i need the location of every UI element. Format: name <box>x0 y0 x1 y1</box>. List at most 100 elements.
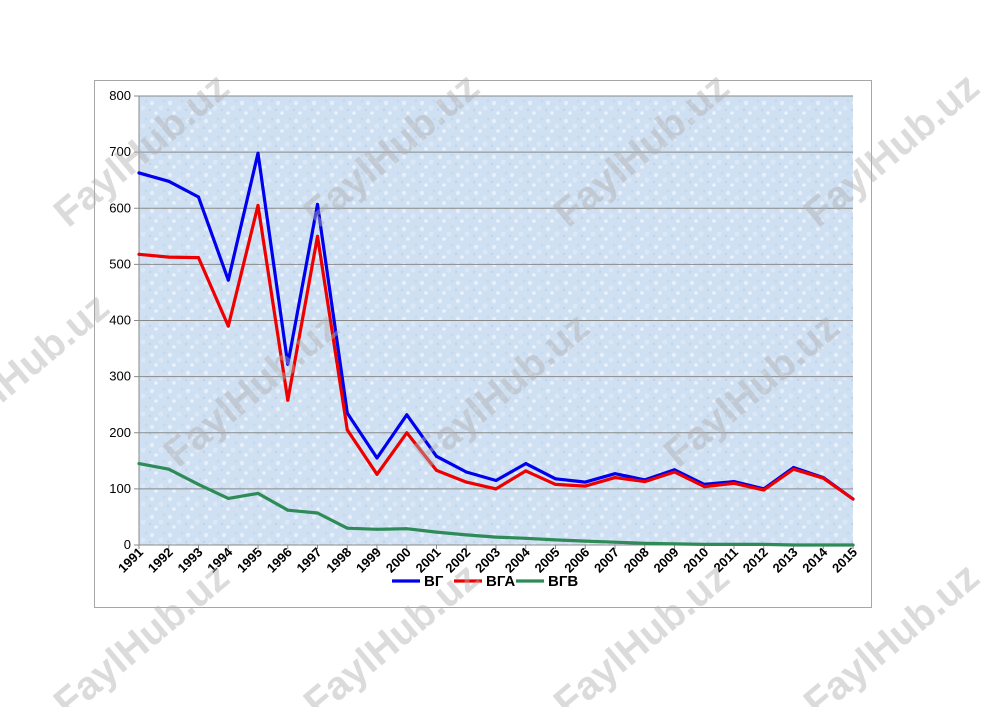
x-tick-label: 2009 <box>651 545 682 576</box>
x-tick-label: 1992 <box>145 545 176 576</box>
data-point <box>167 255 171 259</box>
y-tick-label: 400 <box>109 313 131 328</box>
x-tick-label: 2014 <box>799 544 831 576</box>
legend-item: ВГ <box>392 573 444 590</box>
data-point <box>554 477 557 481</box>
x-tick-label: 2002 <box>442 545 473 576</box>
data-point <box>673 470 676 474</box>
data-point <box>821 543 825 547</box>
x-tick-label: 2000 <box>383 545 414 576</box>
data-point <box>524 469 528 473</box>
data-point <box>167 467 171 471</box>
x-tick-label: 1995 <box>234 545 265 576</box>
data-point <box>762 542 766 546</box>
data-point <box>256 151 260 155</box>
data-point <box>613 476 617 480</box>
data-point <box>226 496 230 500</box>
data-point <box>375 472 379 476</box>
legend-label: ВГА <box>486 573 515 590</box>
y-tick-label: 300 <box>109 369 131 384</box>
data-point <box>732 481 736 485</box>
data-point <box>583 484 587 488</box>
data-point <box>316 202 319 206</box>
data-point <box>673 468 676 472</box>
data-point <box>137 171 141 175</box>
data-point <box>435 530 438 534</box>
x-tick-label: 2004 <box>502 544 534 576</box>
data-point <box>583 480 587 484</box>
x-tick-label: 2003 <box>472 545 503 576</box>
series-2 <box>137 203 855 501</box>
x-tick-label: 2006 <box>561 545 592 576</box>
data-point <box>702 485 706 489</box>
x-tick-label: 2001 <box>413 545 444 576</box>
data-point <box>405 413 409 417</box>
data-point <box>316 511 319 515</box>
legend: ВГ ВГА ВГВ <box>392 573 578 590</box>
y-tick-label: 0 <box>124 537 131 552</box>
data-point <box>494 487 498 491</box>
data-point <box>494 535 498 539</box>
data-point <box>256 203 260 207</box>
y-tick-label: 600 <box>109 200 131 215</box>
data-point <box>167 179 171 183</box>
data-point <box>345 411 349 415</box>
x-tick-label: 2010 <box>680 545 711 576</box>
data-point <box>435 454 438 458</box>
data-point <box>256 491 260 495</box>
y-tick-label: 800 <box>109 88 131 103</box>
data-point <box>643 480 647 484</box>
data-point <box>762 488 766 492</box>
data-point <box>851 497 855 501</box>
data-point <box>375 456 379 460</box>
data-point <box>732 542 736 546</box>
data-point <box>673 542 676 546</box>
data-point <box>405 431 409 435</box>
legend-item: ВГА <box>454 573 515 590</box>
data-point <box>197 195 200 199</box>
data-point <box>851 543 855 547</box>
legend-label: ВГВ <box>548 573 578 590</box>
y-tick-label: 100 <box>109 481 131 496</box>
data-point <box>583 539 587 543</box>
data-point <box>464 480 468 484</box>
x-tick-label: 2011 <box>711 545 742 576</box>
x-tick-label: 2012 <box>740 545 771 576</box>
data-point <box>197 482 200 486</box>
x-tick-label: 2005 <box>532 545 563 576</box>
y-tick-label: 700 <box>109 144 131 159</box>
data-point <box>286 398 290 402</box>
data-point <box>494 478 498 482</box>
data-point <box>286 362 290 366</box>
data-point <box>435 468 438 472</box>
data-point <box>226 278 230 282</box>
series-lines <box>137 151 855 547</box>
x-tick-label: 1993 <box>175 545 206 576</box>
data-point <box>792 543 795 547</box>
data-point <box>464 470 468 474</box>
y-tick-label: 500 <box>109 256 131 271</box>
data-point <box>702 542 706 546</box>
x-tick-label: 2013 <box>770 545 801 576</box>
x-tick-label: 2007 <box>591 545 622 576</box>
data-point <box>345 526 349 530</box>
data-point <box>405 527 409 531</box>
data-point <box>613 472 617 476</box>
x-tick-label: 1997 <box>294 545 325 576</box>
legend-label: ВГ <box>424 573 444 590</box>
data-point <box>137 462 141 466</box>
data-point <box>137 252 141 256</box>
data-point <box>613 540 617 544</box>
legend-item: ВГВ <box>516 573 578 590</box>
x-tick-label: 1994 <box>204 544 236 576</box>
data-point <box>197 256 200 260</box>
x-tick-label: 1999 <box>353 545 384 576</box>
data-point <box>792 467 795 471</box>
y-tick-label: 200 <box>109 425 131 440</box>
line-chart: 0100200300400500600700800199119921993199… <box>109 88 860 590</box>
x-tick-label: 1998 <box>323 545 354 576</box>
data-point <box>821 476 825 480</box>
x-tick-label: 1996 <box>264 545 295 576</box>
x-tick-label: 2008 <box>621 545 652 576</box>
data-point <box>375 527 379 531</box>
